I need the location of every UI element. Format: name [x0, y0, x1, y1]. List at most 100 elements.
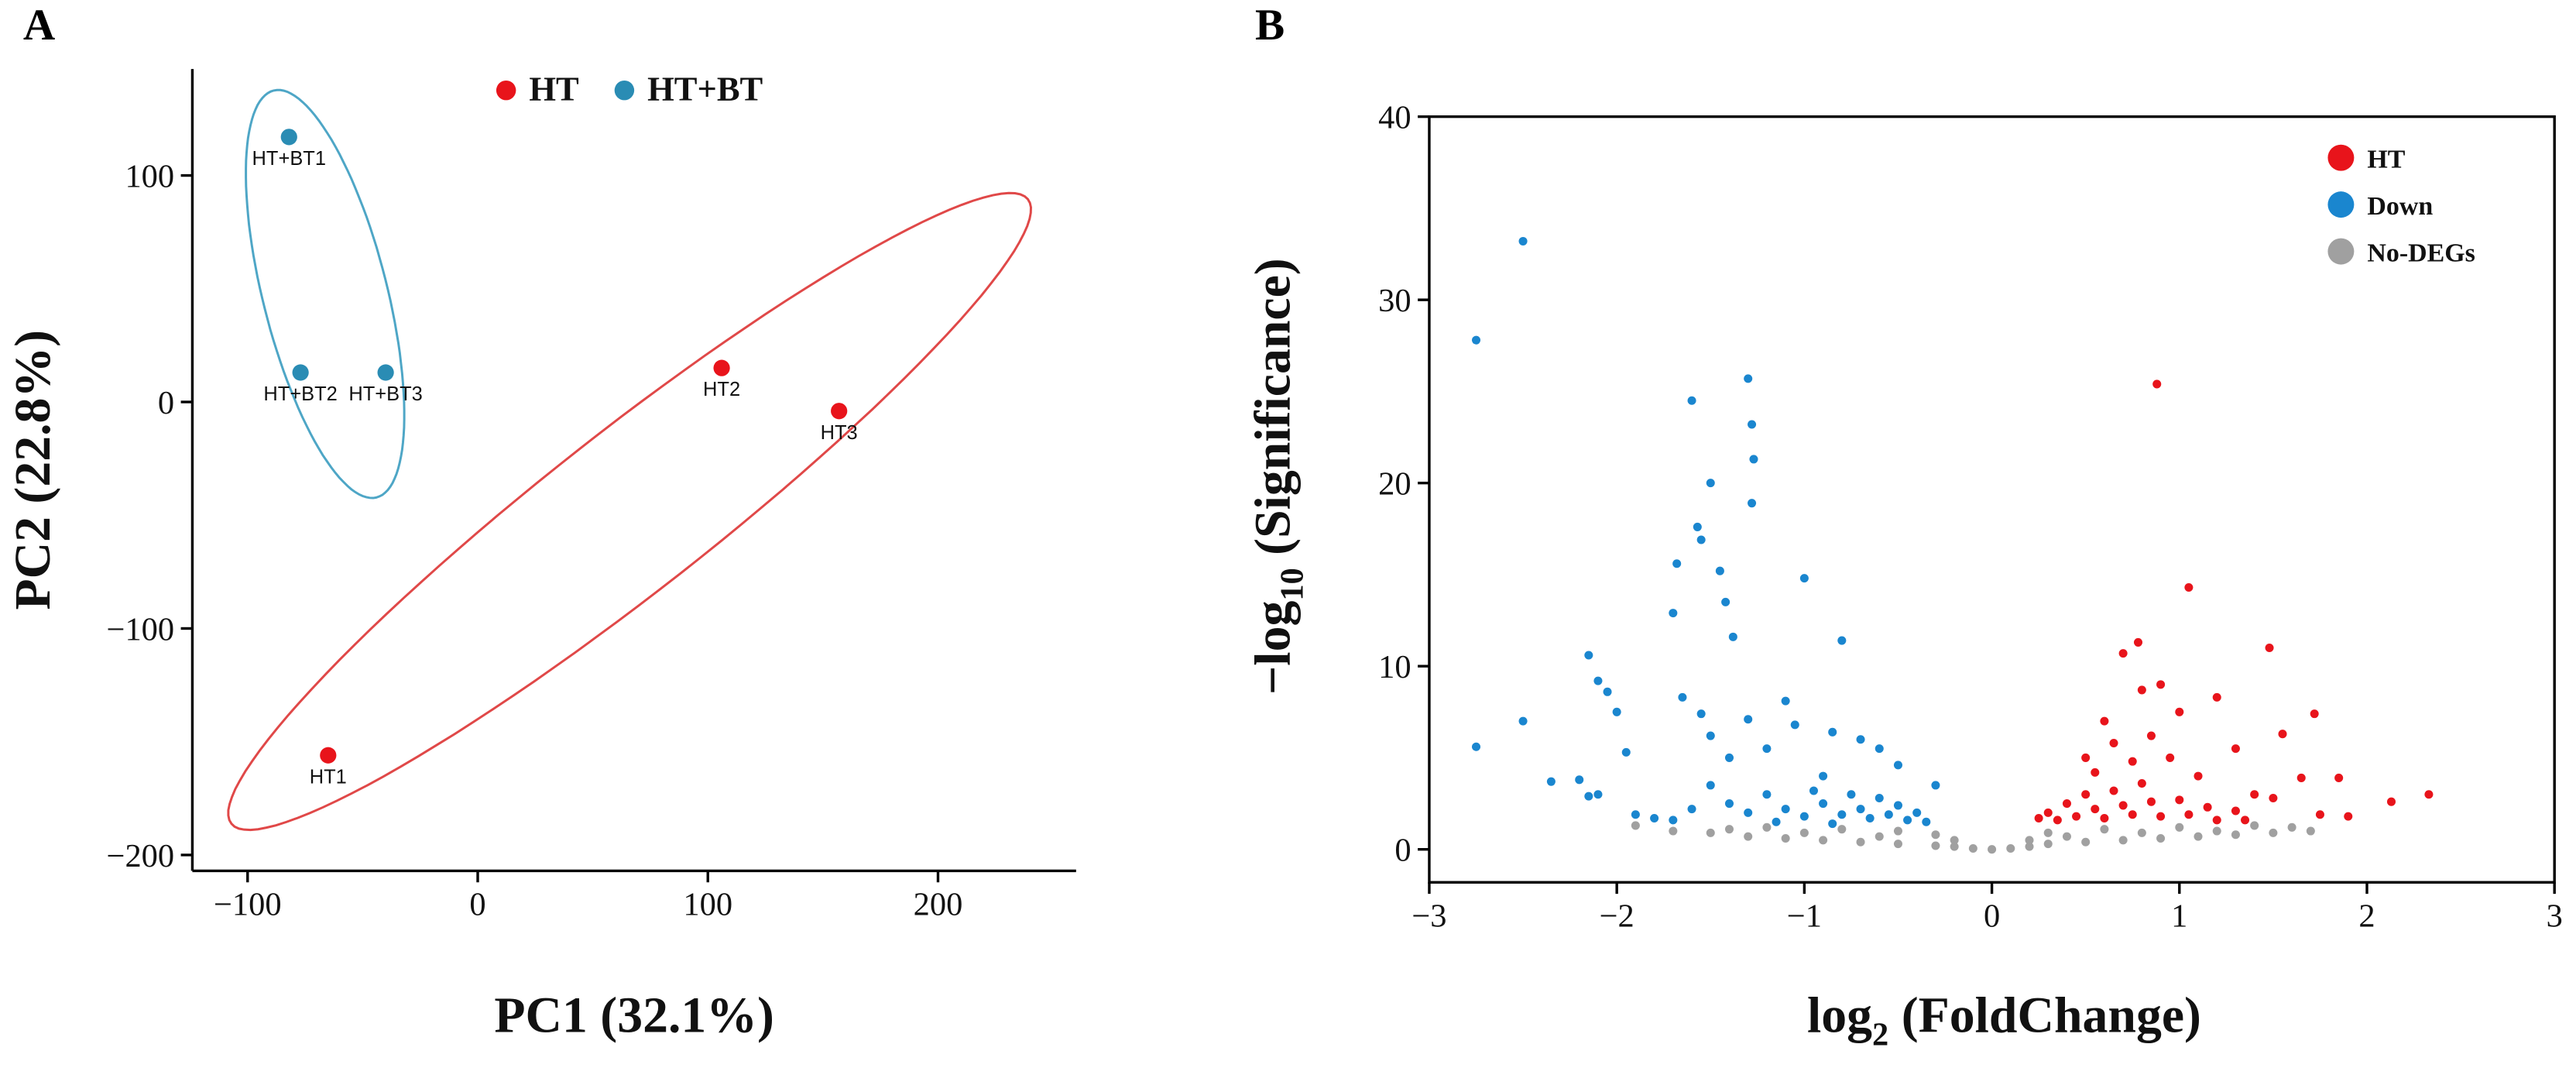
- point: [1687, 396, 1696, 405]
- point: [2133, 637, 2143, 647]
- point: [1809, 786, 1818, 795]
- point: [1748, 420, 1757, 429]
- point: [2241, 816, 2250, 825]
- point: [2091, 768, 2100, 777]
- point: [1687, 805, 1696, 814]
- point: [1762, 822, 1772, 832]
- point: [2156, 812, 2166, 821]
- point: [2118, 836, 2128, 845]
- point: [1603, 687, 1612, 696]
- label-part: −log: [1245, 601, 1302, 695]
- point: [2137, 779, 2146, 788]
- point: [2100, 716, 2109, 726]
- point: [2043, 828, 2053, 837]
- label-part: (Significance): [1245, 258, 1302, 568]
- point: [1837, 810, 1847, 819]
- point: [1518, 236, 1528, 246]
- point: [2250, 821, 2259, 830]
- point: [2184, 810, 2194, 819]
- point: [1893, 826, 1902, 836]
- point: [1744, 374, 1753, 383]
- point-label: HT+BT3: [348, 383, 422, 405]
- point: [2231, 744, 2240, 754]
- label-part: log: [1807, 987, 1872, 1043]
- point: [1931, 830, 1940, 840]
- point: [280, 129, 297, 146]
- point: [2265, 644, 2274, 653]
- point: [2166, 753, 2175, 762]
- axis-label: PC2 (22.8%): [5, 330, 61, 610]
- point: [1728, 632, 1737, 641]
- point: [1865, 813, 1875, 823]
- axis-label: −log10 (Significance): [1245, 258, 1311, 695]
- y-tick-label: −100: [107, 611, 175, 647]
- point-label: HT3: [821, 422, 858, 444]
- point: [2137, 685, 2146, 695]
- point: [2231, 830, 2240, 840]
- point: [1612, 707, 1621, 716]
- point: [1749, 455, 1758, 464]
- point: [2100, 825, 2109, 834]
- point: [1922, 817, 1931, 826]
- point: [2137, 828, 2146, 837]
- point: [1837, 636, 1847, 645]
- point: [2194, 771, 2203, 781]
- point: [2269, 828, 2278, 837]
- point: [1744, 808, 1753, 817]
- point: [1471, 335, 1481, 345]
- point: [2315, 810, 2324, 819]
- point: [1847, 790, 1856, 799]
- point: [2081, 790, 2091, 799]
- point: [2175, 795, 2184, 805]
- x-tick-label: 200: [914, 887, 963, 923]
- point: [1931, 841, 1940, 850]
- point: [2091, 805, 2100, 814]
- x-tick-label: −2: [1600, 898, 1634, 935]
- axis-label: log2 (FoldChange): [1807, 987, 2201, 1053]
- point: [1669, 816, 1678, 825]
- x-tick-label: 0: [1984, 898, 2000, 935]
- point: [831, 403, 848, 420]
- x-tick-label: 1: [2171, 898, 2187, 935]
- confidence-ellipse: [245, 88, 406, 500]
- point: [320, 747, 337, 764]
- plot-frame: [1428, 115, 2556, 884]
- point-label: HT+BT1: [252, 148, 326, 170]
- point: [2175, 707, 2184, 716]
- point: [1650, 813, 1659, 823]
- point: [1799, 812, 1809, 821]
- point: [2184, 582, 2194, 592]
- point: [2100, 813, 2109, 823]
- point: [1518, 716, 1528, 726]
- point: [2386, 797, 2396, 806]
- point: [1584, 651, 1593, 660]
- point: [1884, 810, 1893, 819]
- y-tick-label: 0: [1394, 833, 1411, 869]
- point: [1912, 808, 1922, 817]
- x-tick-label: −1: [1787, 898, 1822, 935]
- point: [2310, 709, 2319, 719]
- point: [1748, 499, 1757, 508]
- point: [292, 364, 309, 381]
- legend-marker: [2327, 191, 2355, 218]
- legend-marker: [2327, 238, 2355, 265]
- point: [1819, 799, 1828, 809]
- point: [1931, 781, 1940, 790]
- x-tick-label: 2: [2358, 898, 2375, 935]
- point: [1828, 727, 1837, 737]
- point: [2146, 797, 2156, 806]
- x-tick-label: 0: [469, 887, 485, 923]
- point: [1575, 775, 1584, 785]
- point: [1706, 479, 1715, 488]
- x-tick-label: −3: [1411, 898, 1446, 935]
- point: [1744, 715, 1753, 724]
- point: [1706, 828, 1715, 837]
- subscript: 10: [1274, 568, 1311, 600]
- point: [2006, 843, 2015, 853]
- axis-label: PC1 (32.1%): [494, 987, 774, 1043]
- point: [1875, 744, 1884, 754]
- y-tick-label: −200: [107, 838, 175, 874]
- point: [2306, 826, 2315, 836]
- point: [1696, 535, 1706, 544]
- point: [1724, 799, 1734, 809]
